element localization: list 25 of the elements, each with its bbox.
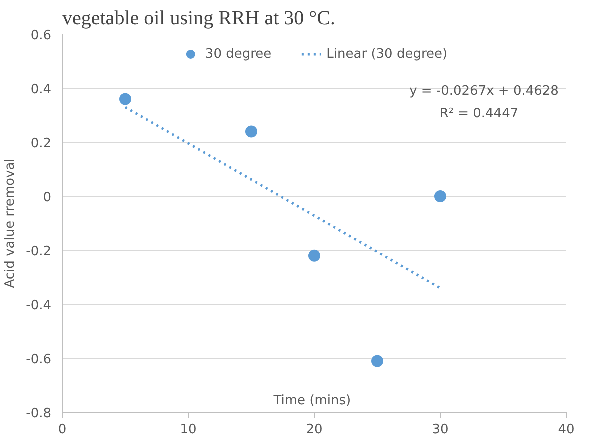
legend-label: 30 degree [205, 46, 272, 62]
x-tick-label: 30 [432, 422, 449, 438]
y-tick-label: 0.4 [30, 82, 52, 98]
y-axis-title: Acid value rremoval [3, 158, 18, 288]
legend-label: Linear (30 degree) [326, 46, 448, 62]
y-tick-label: 0 [43, 190, 52, 206]
x-tick-label: 0 [58, 422, 67, 438]
y-tick-label: -0.6 [26, 352, 52, 368]
x-axis-title: Time (mins) [272, 394, 352, 409]
point [246, 126, 258, 138]
annotation: y = -0.0267x + 0.4628 [410, 84, 559, 99]
annotation: R² = 0.4447 [440, 106, 519, 122]
point [372, 355, 384, 368]
y-tick-label: -0.4 [26, 298, 52, 314]
point [308, 250, 320, 262]
y-tick-label: 0.6 [30, 28, 52, 44]
point [120, 93, 132, 106]
y-tick-label: -0.8 [26, 406, 52, 422]
y-tick-label: 0.2 [30, 136, 52, 152]
x-tick-label: 40 [558, 422, 575, 438]
chart-title: vegetable oil using RRH at 30 °C. [62, 8, 336, 30]
point [434, 190, 446, 202]
x-tick-label: 20 [306, 422, 323, 438]
x-tick-label: 10 [180, 422, 197, 438]
y-tick-label: -0.2 [26, 244, 52, 260]
